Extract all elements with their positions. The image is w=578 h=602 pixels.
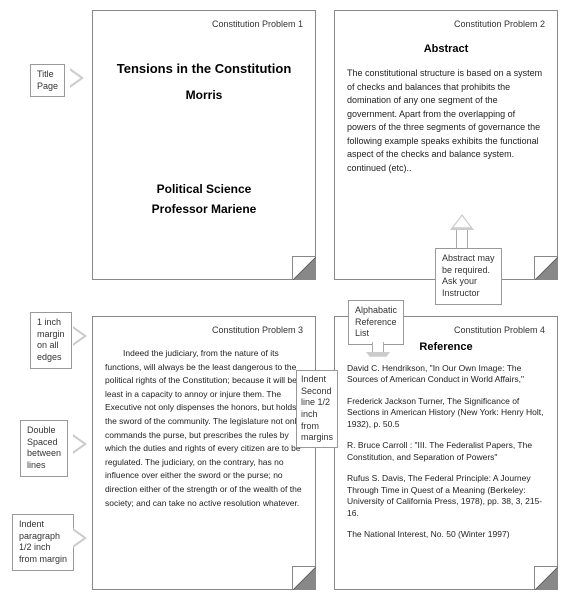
- reference-item: Rufus S. Davis, The Federal Principle: A…: [347, 473, 545, 519]
- doc-author: Morris: [105, 88, 303, 102]
- doc-title: Tensions in the Constitution: [105, 61, 303, 76]
- callout-title-page: TitlePage: [30, 64, 65, 97]
- arrow-up-icon: [450, 214, 474, 230]
- arrow-stem-icon: [456, 228, 468, 248]
- callout-indent-second: IndentSecondline 1/2inchfrommargins: [296, 370, 338, 448]
- abstract-body: The constitutional structure is based on…: [347, 67, 545, 175]
- callout-margin: 1 inchmarginon alledges: [30, 312, 72, 369]
- page-header: Constitution Problem 2: [347, 19, 545, 29]
- page-title-page: Constitution Problem 1 Tensions in the C…: [92, 10, 316, 280]
- callout-double-spaced: DoubleSpacedbetweenlines: [20, 420, 68, 477]
- callout-abstract-note: Abstract maybe required.Ask yourInstruct…: [435, 248, 502, 305]
- arrow-stem-icon: [372, 342, 384, 352]
- page-fold-icon: [292, 256, 316, 280]
- arrow-right-icon: [73, 434, 87, 454]
- reference-item: The National Interest, No. 50 (Winter 19…: [347, 529, 545, 540]
- page-header: Constitution Problem 1: [105, 19, 303, 29]
- page-body: Constitution Problem 3 Indeed the judici…: [92, 316, 316, 590]
- page-header: Constitution Problem 3: [105, 325, 303, 335]
- page-fold-icon: [292, 566, 316, 590]
- callout-indent-para: Indentparagraph1/2 inchfrom margin: [12, 514, 74, 571]
- reference-item: Frederick Jackson Turner, The Significan…: [347, 396, 545, 430]
- callout-alpha-ref: AlphabaticReferenceList: [348, 300, 404, 345]
- body-paragraph: Indeed the judiciary, from the nature of…: [105, 347, 303, 510]
- arrow-right-icon: [70, 68, 84, 88]
- page-abstract: Constitution Problem 2 Abstract The cons…: [334, 10, 558, 280]
- page-fold-icon: [534, 566, 558, 590]
- arrow-right-icon: [73, 528, 87, 548]
- doc-course: Political Science: [105, 182, 303, 196]
- reference-item: R. Bruce Carroll : "III. The Federalist …: [347, 440, 545, 463]
- arrow-right-icon: [73, 326, 87, 346]
- doc-professor: Professor Mariene: [105, 202, 303, 216]
- abstract-heading: Abstract: [347, 43, 545, 55]
- arrow-down-icon: [366, 352, 390, 368]
- page-fold-icon: [534, 256, 558, 280]
